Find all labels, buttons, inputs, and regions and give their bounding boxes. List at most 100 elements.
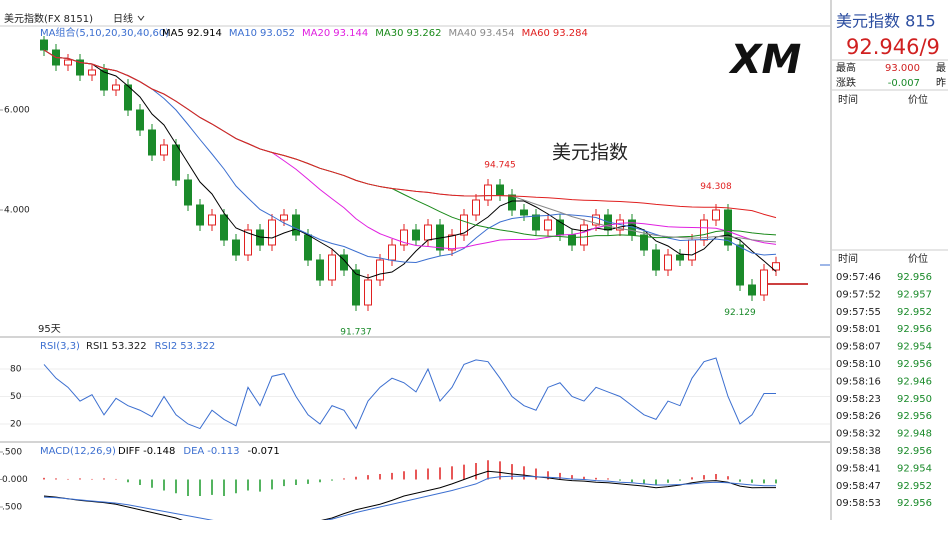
candle [592,214,600,226]
tick-time: 09:58:53 [836,498,881,509]
panel [40,36,780,311]
price-label: 94.308 [700,182,732,192]
candle [232,239,240,256]
candle [472,199,480,216]
candle [316,259,324,281]
candle [448,234,456,251]
candle [64,59,72,66]
bars-label: 95天 [38,324,61,335]
rsi-label[interactable]: RSI(3,3) [40,341,80,352]
macd-line [43,475,776,520]
rsi-line [43,357,776,430]
candle [724,209,732,246]
quote-field: 最 [936,62,946,74]
candle [748,284,756,296]
candle [328,254,336,281]
tick-time: 09:58:32 [836,429,881,440]
macd-label[interactable]: MACD(12,26,9) [40,446,116,457]
candle [304,234,312,261]
candle [40,39,48,51]
candle [292,214,300,236]
candle [376,259,384,281]
y-tick-label: .500 [2,448,22,458]
candle [136,109,144,131]
candle [160,144,168,156]
legend-value: 53.322 [112,341,147,352]
header: 美元指数(FX 8151) [4,12,93,25]
col-head: 价位 [908,93,928,106]
y-tick-label: 20 [10,419,22,429]
candle [496,184,504,196]
y-tick-label: 6.000 [4,106,30,116]
candle [208,214,216,226]
tick-time: 09:58:16 [836,376,881,387]
ma-label[interactable]: MA组合(5,10,20,30,40,60) [40,26,169,39]
tick-price: 92.952 [897,481,932,492]
price-label: 92.129 [724,308,756,318]
candle [340,254,348,271]
tick-price: 92.954 [897,463,932,474]
candle [580,224,588,246]
candle [184,179,192,206]
y-tick-label: .500 [2,503,22,513]
tick-time: 09:58:38 [836,446,881,457]
candle [88,69,96,76]
candle [532,214,540,231]
candle [520,209,528,216]
candle [544,219,552,231]
quote-value: 93.000 [885,63,920,74]
tick-time: 09:58:01 [836,324,881,335]
candle [712,209,720,221]
candle [280,214,288,221]
legend-name: MA5 [162,28,184,39]
legend-name: MA20 [302,28,330,39]
quote-price: 92.946/9 [846,35,940,59]
logo-box [718,38,814,84]
price-label: 94.745 [484,160,516,170]
candle [172,144,180,181]
tick-price: 92.956 [897,324,932,335]
tick-time: 09:58:07 [836,342,881,353]
candle [424,224,432,241]
col-head: 价位 [908,252,928,265]
legend-value: -0.071 [248,446,280,457]
tick-price: 92.956 [897,498,932,509]
y-tick-label: 50 [10,392,22,402]
ma-line [43,49,777,219]
tick-time: 09:57:52 [836,289,881,300]
tick-price: 92.957 [897,289,932,300]
tick-price: 92.954 [897,342,932,353]
tick-time: 09:58:23 [836,394,881,405]
candle [688,239,696,261]
candle [76,59,84,76]
candle [196,204,204,226]
y-tick-label: 4.000 [4,206,30,216]
tick-price: 92.946 [897,376,932,387]
tick-price: 92.956 [897,446,932,457]
candle [100,69,108,91]
legend-value: 93.284 [553,28,588,39]
tick-price: 92.956 [897,411,932,422]
legend-name: MA10 [229,28,257,39]
quote-panel: 美元指数 815 92.946/9 时间 价位 时间 价位 [832,12,948,265]
quote-field: 涨跌 [836,76,856,89]
col-head: 时间 [838,93,858,106]
candle [460,214,468,236]
tick-price: 92.948 [897,429,932,440]
legend-value: 93.454 [480,28,515,39]
logo: XM [728,37,802,83]
candle [676,254,684,261]
candle [568,234,576,246]
tick-time: 09:58:47 [836,481,881,492]
candle [388,244,396,261]
tick-time: 09:58:41 [836,463,881,474]
candle [760,269,768,296]
legend-name: RSI2 [155,341,178,352]
legend-name: MA60 [522,28,550,39]
tick-price: 92.956 [897,272,932,283]
period[interactable]: 日线 [113,12,133,25]
ma-line [43,49,777,264]
tick-price: 92.950 [897,394,932,405]
